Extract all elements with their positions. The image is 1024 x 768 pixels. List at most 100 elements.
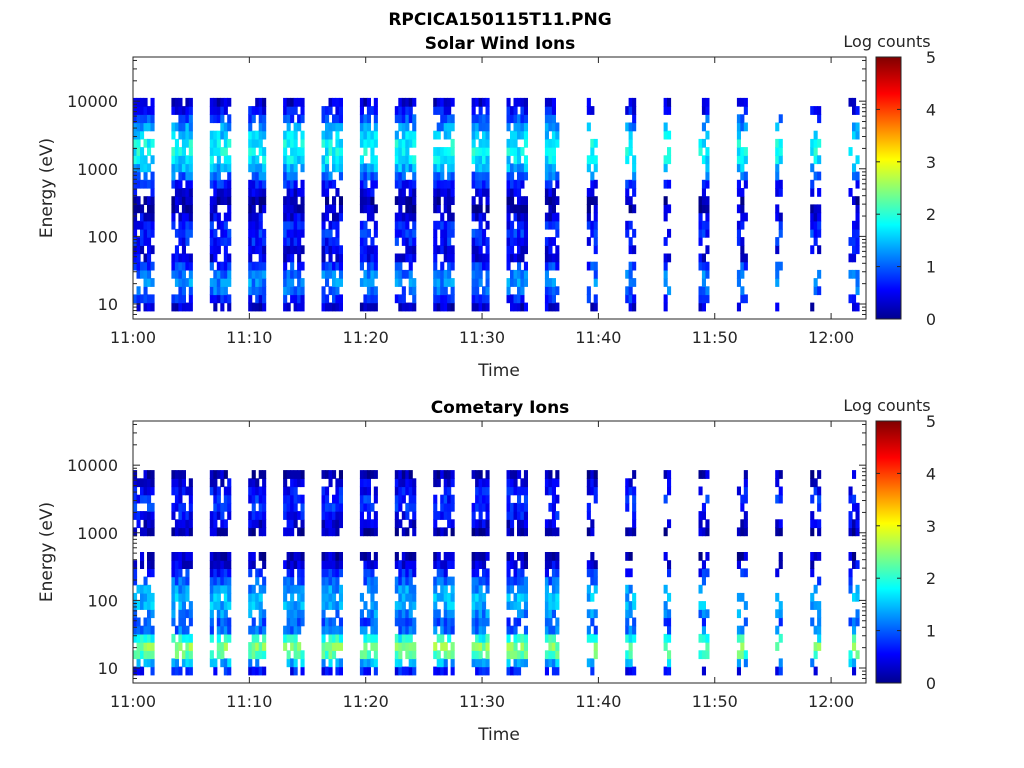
spectrogram-cell — [366, 294, 371, 304]
spectrogram-cell — [300, 179, 305, 189]
spectrogram-cell — [436, 294, 441, 304]
spectrogram-cell — [188, 220, 193, 230]
spectrogram-cell — [220, 609, 225, 619]
spectrogram-cell — [325, 130, 330, 140]
spectrogram-cell — [701, 302, 706, 312]
spectrogram-cell — [150, 502, 155, 512]
spectrogram-cell — [174, 576, 179, 586]
spectrogram-cell — [283, 106, 288, 115]
spectrogram-cell — [286, 212, 291, 222]
spectrogram-cell — [181, 171, 186, 181]
spectrogram-cell — [475, 633, 480, 643]
spectrogram-cell — [262, 650, 267, 660]
spectrogram-cell — [213, 237, 218, 246]
spectrogram-cell — [401, 625, 406, 635]
x-tick-label: 11:30 — [459, 692, 505, 711]
spectrogram-cell — [625, 658, 630, 668]
spectrogram-cell — [300, 617, 305, 627]
spectrogram-cell — [485, 576, 490, 586]
spectrogram-cell — [810, 302, 815, 312]
colorbar-tick-label: 4 — [926, 100, 936, 119]
spectrogram-cell — [227, 114, 232, 124]
spectrogram-cell — [478, 633, 483, 643]
spectrogram-cell — [586, 568, 591, 578]
spectrogram-solar-wind — [133, 97, 860, 312]
spectrogram-cell — [251, 245, 256, 255]
spectrogram-cell — [586, 592, 591, 602]
spectrogram-cell — [332, 204, 337, 214]
spectrogram-cell — [185, 625, 190, 635]
spectrogram-cell — [485, 486, 490, 496]
spectrogram-cell — [185, 188, 190, 197]
spectrogram-cell — [136, 286, 141, 296]
spectrogram-cell — [736, 552, 741, 561]
spectrogram-cell — [548, 294, 553, 304]
spectrogram-cell — [359, 106, 364, 115]
spectrogram-cell — [810, 212, 815, 222]
spectrogram-cell — [185, 642, 190, 651]
spectrogram-cell — [485, 302, 490, 312]
spectrogram-cell — [475, 97, 480, 107]
spectrogram-cell — [740, 155, 745, 165]
spectrogram-cell — [436, 204, 441, 214]
spectrogram-cell — [394, 147, 399, 156]
spectrogram-cell — [220, 478, 225, 488]
spectrogram-cell — [555, 138, 560, 148]
x-tick-label: 11:30 — [459, 328, 505, 347]
spectrogram-cell — [171, 486, 176, 496]
spectrogram-cell — [394, 106, 399, 115]
spectrogram-cell — [147, 147, 152, 156]
spectrogram-cell — [810, 147, 815, 156]
spectrogram-cell — [188, 519, 193, 529]
spectrogram-cell — [551, 163, 556, 173]
spectrogram-cell — [817, 552, 822, 561]
spectrogram-cell — [485, 478, 490, 488]
spectrogram-cell — [482, 568, 487, 578]
spectrogram-cell — [174, 294, 179, 304]
spectrogram-cell — [520, 560, 525, 569]
spectrogram-cell — [185, 155, 190, 165]
spectrogram-cell — [736, 666, 741, 676]
spectrogram-cell — [227, 511, 232, 520]
spectrogram-cell — [338, 114, 343, 124]
spectrogram-cell — [398, 609, 403, 619]
spectrogram-cell — [185, 130, 190, 140]
spectrogram-cell — [443, 122, 448, 132]
spectrogram-cell — [817, 220, 822, 230]
spectrogram-cell — [332, 179, 337, 189]
spectrogram-cell — [283, 633, 288, 643]
spectrogram-cell — [150, 97, 155, 107]
spectrogram-cell — [328, 204, 333, 214]
spectrogram-cell — [440, 642, 445, 651]
x-axis-label-cometary: Time — [477, 725, 520, 745]
spectrogram-cell — [548, 171, 553, 181]
spectrogram-cell — [398, 592, 403, 602]
spectrogram-cell — [440, 155, 445, 165]
spectrogram-cell — [408, 188, 413, 197]
spectrogram-cell — [855, 278, 860, 287]
spectrogram-cell — [286, 269, 291, 279]
spectrogram-cell — [705, 494, 710, 504]
spectrogram-cell — [359, 237, 364, 246]
spectrogram-cell — [810, 245, 815, 255]
spectrogram-cell — [366, 286, 371, 296]
spectrogram-cell — [188, 97, 193, 107]
spectrogram-cell — [813, 625, 818, 635]
spectrogram-cell — [433, 245, 438, 255]
spectrogram-cell — [628, 269, 633, 279]
spectrogram-cell — [283, 527, 288, 537]
spectrogram-cell — [359, 519, 364, 529]
spectrogram-cell — [290, 294, 295, 304]
spectrogram-cell — [209, 625, 214, 635]
spectrogram-cell — [394, 114, 399, 124]
spectrogram-cell — [216, 114, 221, 124]
spectrogram-cell — [290, 228, 295, 238]
spectrogram-cell — [262, 204, 267, 214]
spectrogram-cell — [443, 625, 448, 635]
spectrogram-cell — [325, 617, 330, 627]
spectrogram-cell — [736, 302, 741, 312]
spectrogram-cell — [332, 552, 337, 561]
spectrogram-cell — [551, 294, 556, 304]
axes-cometary: 11:00 11:10 11:20 11:30 11:40 11:50 12:0010100… — [67, 421, 866, 711]
spectrogram-cell — [544, 584, 549, 594]
